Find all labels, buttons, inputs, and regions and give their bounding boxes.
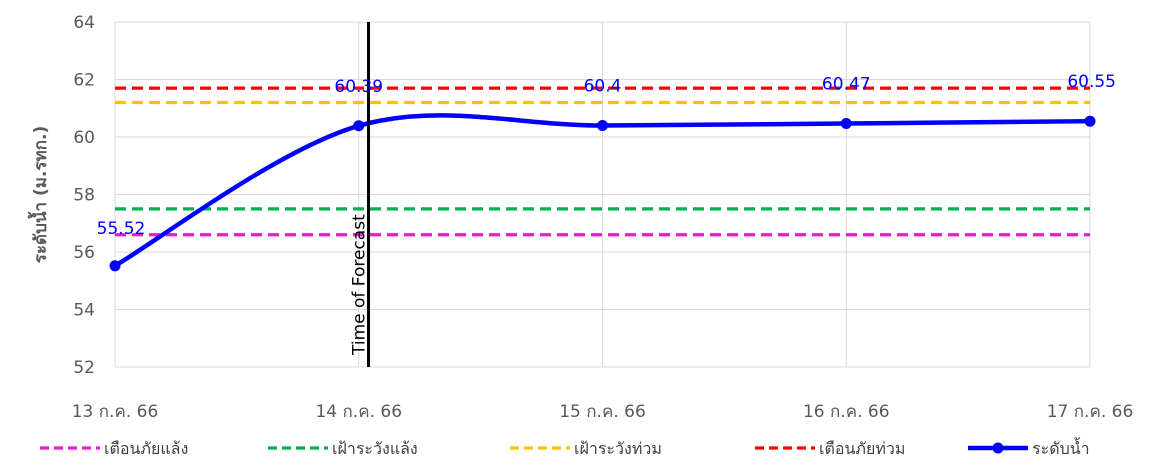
x-tick-label: 16 ก.ค. 66: [803, 402, 890, 422]
y-axis-title: ระดับน้ำ (ม.รทก.): [27, 126, 51, 263]
data-label: 60.39: [334, 77, 383, 97]
data-labels: 55.52 60.39 60.4 60.47 60.55: [97, 72, 1116, 239]
y-tick-label: 64: [73, 13, 95, 33]
legend-label: ระดับน้ำ: [1032, 437, 1090, 458]
x-tick-label: 17 ก.ค. 66: [1047, 402, 1134, 422]
legend: เตือนภัยแล้ง เฝ้าระวังแล้ง เฝ้าระวังท่วม เต…: [40, 437, 1090, 458]
x-tick-label: 13 ก.ค. 66: [72, 402, 159, 422]
x-tick-label: 14 ก.ค. 66: [315, 402, 402, 422]
y-tick-label: 62: [73, 71, 95, 91]
y-tick-label: 58: [73, 186, 95, 206]
data-point: [109, 260, 121, 272]
grid: [114, 21, 1091, 368]
threshold-lines: [115, 86, 1090, 237]
data-point: [1084, 115, 1096, 127]
data-label: 60.55: [1067, 72, 1116, 92]
data-point: [840, 117, 852, 129]
x-tick-label: 15 ก.ค. 66: [559, 402, 646, 422]
legend-label: เฝ้าระวังท่วม: [574, 439, 662, 458]
axes: 52 54 56 58 60 62 64 13 ก.ค. 66 14 ก.ค. 66 15 ก.ค…: [27, 13, 1133, 422]
legend-label: เตือนภัยแล้ง: [104, 439, 188, 458]
data-label: 55.52: [97, 219, 146, 239]
legend-label: เฝ้าระวังแล้ง: [332, 439, 418, 458]
legend-marker: [992, 442, 1004, 454]
data-label: 60.47: [822, 74, 871, 94]
data-point: [353, 120, 365, 132]
y-tick-label: 52: [73, 358, 95, 378]
data-label: 60.4: [584, 77, 622, 97]
legend-label: เตือนภัยท่วม: [819, 439, 905, 458]
forecast-label: Time of Forecast: [350, 214, 370, 356]
data-point: [597, 120, 608, 131]
forecast-marker: Time of Forecast: [350, 22, 370, 367]
y-tick-label: 60: [73, 128, 95, 148]
y-tick-label: 54: [73, 301, 95, 321]
series-layer: [109, 113, 1096, 272]
y-tick-label: 56: [73, 243, 95, 263]
